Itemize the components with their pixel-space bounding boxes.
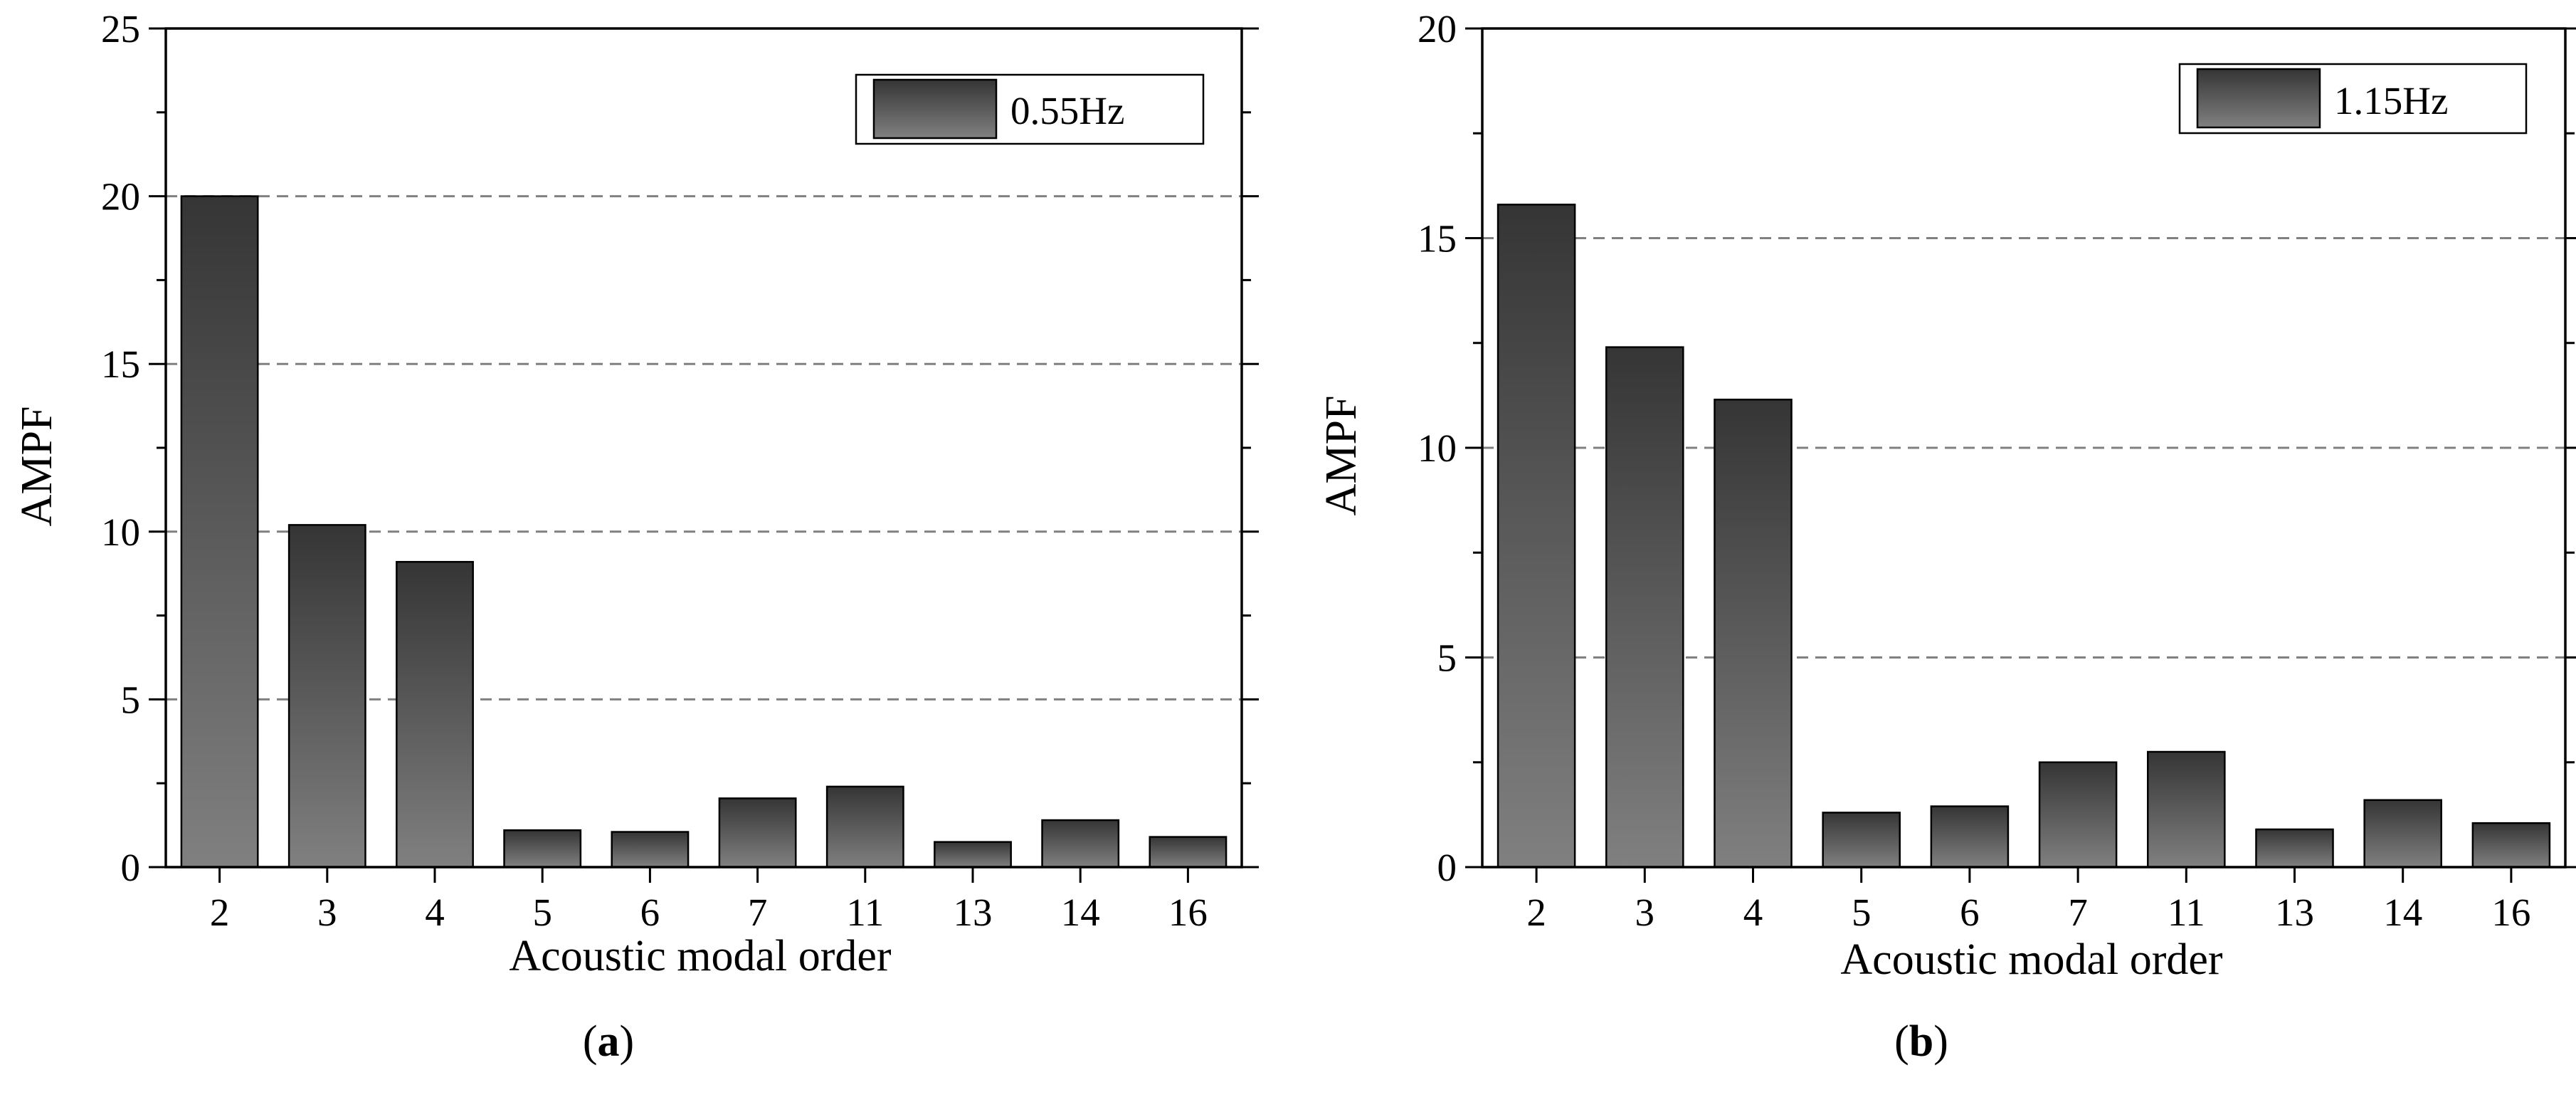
y-tick-label: 15 (101, 342, 140, 386)
x-tick-label: 7 (748, 891, 768, 934)
bar-7 (2038, 761, 2118, 869)
x-tick-label: 4 (1743, 891, 1763, 934)
legend: 1.15Hz (2178, 63, 2528, 135)
y-axis-label: AMPF (13, 407, 61, 527)
bar-6 (1930, 805, 2010, 869)
bar-14 (1041, 819, 1120, 869)
caption-open: ( (1894, 1017, 1909, 1066)
x-tick-label: 3 (1635, 891, 1655, 934)
x-tick-label: 3 (317, 891, 337, 934)
bar-7 (718, 797, 797, 869)
x-tick-label: 16 (1168, 891, 1208, 934)
y-tick-label: 5 (1437, 636, 1457, 680)
bar-13 (2255, 828, 2334, 869)
x-tick-label: 14 (2383, 891, 2422, 934)
bar-11 (825, 785, 904, 869)
y-tick-label: 0 (121, 846, 141, 889)
bar-14 (2363, 799, 2442, 869)
x-tick-label: 5 (532, 891, 552, 934)
x-tick-label: 2 (210, 891, 230, 934)
caption-close: ) (620, 1017, 635, 1066)
x-tick-label: 2 (1526, 891, 1546, 934)
caption-open: ( (583, 1017, 598, 1066)
x-tick-label: 4 (425, 891, 445, 934)
gridlines (1482, 237, 2565, 659)
bar-16 (1149, 836, 1228, 869)
bar-2 (180, 195, 259, 869)
y-axis-label: AMPF (1317, 396, 1366, 516)
x-tick-label: 16 (2491, 891, 2530, 934)
y-tick-label: 20 (101, 175, 140, 219)
x-tick-label: 13 (954, 891, 993, 934)
caption-close: ) (1933, 1017, 1948, 1066)
x-tick-label: 14 (1061, 891, 1100, 934)
bars (1496, 204, 2551, 869)
legend-label: 1.15Hz (2334, 79, 2448, 122)
bar-11 (2147, 750, 2226, 869)
bar-3 (287, 524, 366, 869)
chart-panel-a: 0 5 10 15 20 25 2 3 4 5 6 7 11 13 14 16 AMPF Acoustic … (13, 7, 1259, 1066)
x-tick-label: 6 (640, 891, 660, 934)
plot-frame (1465, 27, 2576, 883)
bars (180, 195, 1228, 869)
y-tick-label: 25 (101, 7, 140, 51)
y-tick-label: 5 (121, 678, 141, 721)
gridlines (166, 195, 1242, 701)
panel-caption: (a) (583, 1017, 634, 1066)
legend-label: 0.55Hz (1010, 89, 1124, 132)
caption-letter: a (598, 1017, 620, 1066)
x-tick-labels: 2 3 4 5 6 7 11 13 14 16 (1526, 891, 2530, 934)
legend-swatch (872, 78, 998, 140)
bar-4 (1714, 399, 1793, 869)
legend-swatch (2196, 68, 2321, 129)
y-tick-label: 0 (1437, 846, 1457, 889)
x-tick-label: 13 (2275, 891, 2314, 934)
y-tick-label: 20 (1418, 7, 1457, 51)
x-tick-label: 11 (2168, 891, 2205, 934)
x-tick-label: 7 (2068, 891, 2088, 934)
plot-frame (149, 27, 1259, 883)
panel-caption: (b) (1894, 1017, 1948, 1066)
x-tick-label: 6 (1960, 891, 1980, 934)
x-axis-label: Acoustic modal order (509, 932, 892, 980)
bar-13 (934, 841, 1012, 869)
x-axis-label: Acoustic modal order (1840, 935, 2223, 984)
bar-6 (611, 831, 690, 869)
bar-2 (1496, 204, 1576, 869)
y-tick-label: 10 (101, 510, 140, 554)
y-tick-label: 10 (1418, 426, 1457, 470)
y-tick-labels: 0 5 10 15 20 25 (101, 7, 140, 889)
x-tick-labels: 2 3 4 5 6 7 11 13 14 16 (210, 891, 1208, 934)
bar-5 (503, 829, 582, 869)
y-tick-labels: 0 5 10 15 20 (1418, 7, 1457, 889)
caption-letter: b (1909, 1017, 1933, 1066)
chart-panel-b: 0 5 10 15 20 2 3 4 5 6 7 11 13 14 16 AMPF Acoustic mo… (1317, 7, 2576, 1066)
legend: 0.55Hz (855, 73, 1205, 145)
bar-5 (1822, 812, 1901, 869)
bar-4 (396, 560, 474, 869)
x-tick-label: 5 (1852, 891, 1872, 934)
bar-3 (1605, 346, 1684, 869)
y-tick-label: 15 (1418, 217, 1457, 261)
bar-16 (2471, 822, 2551, 869)
x-tick-label: 11 (846, 891, 884, 934)
